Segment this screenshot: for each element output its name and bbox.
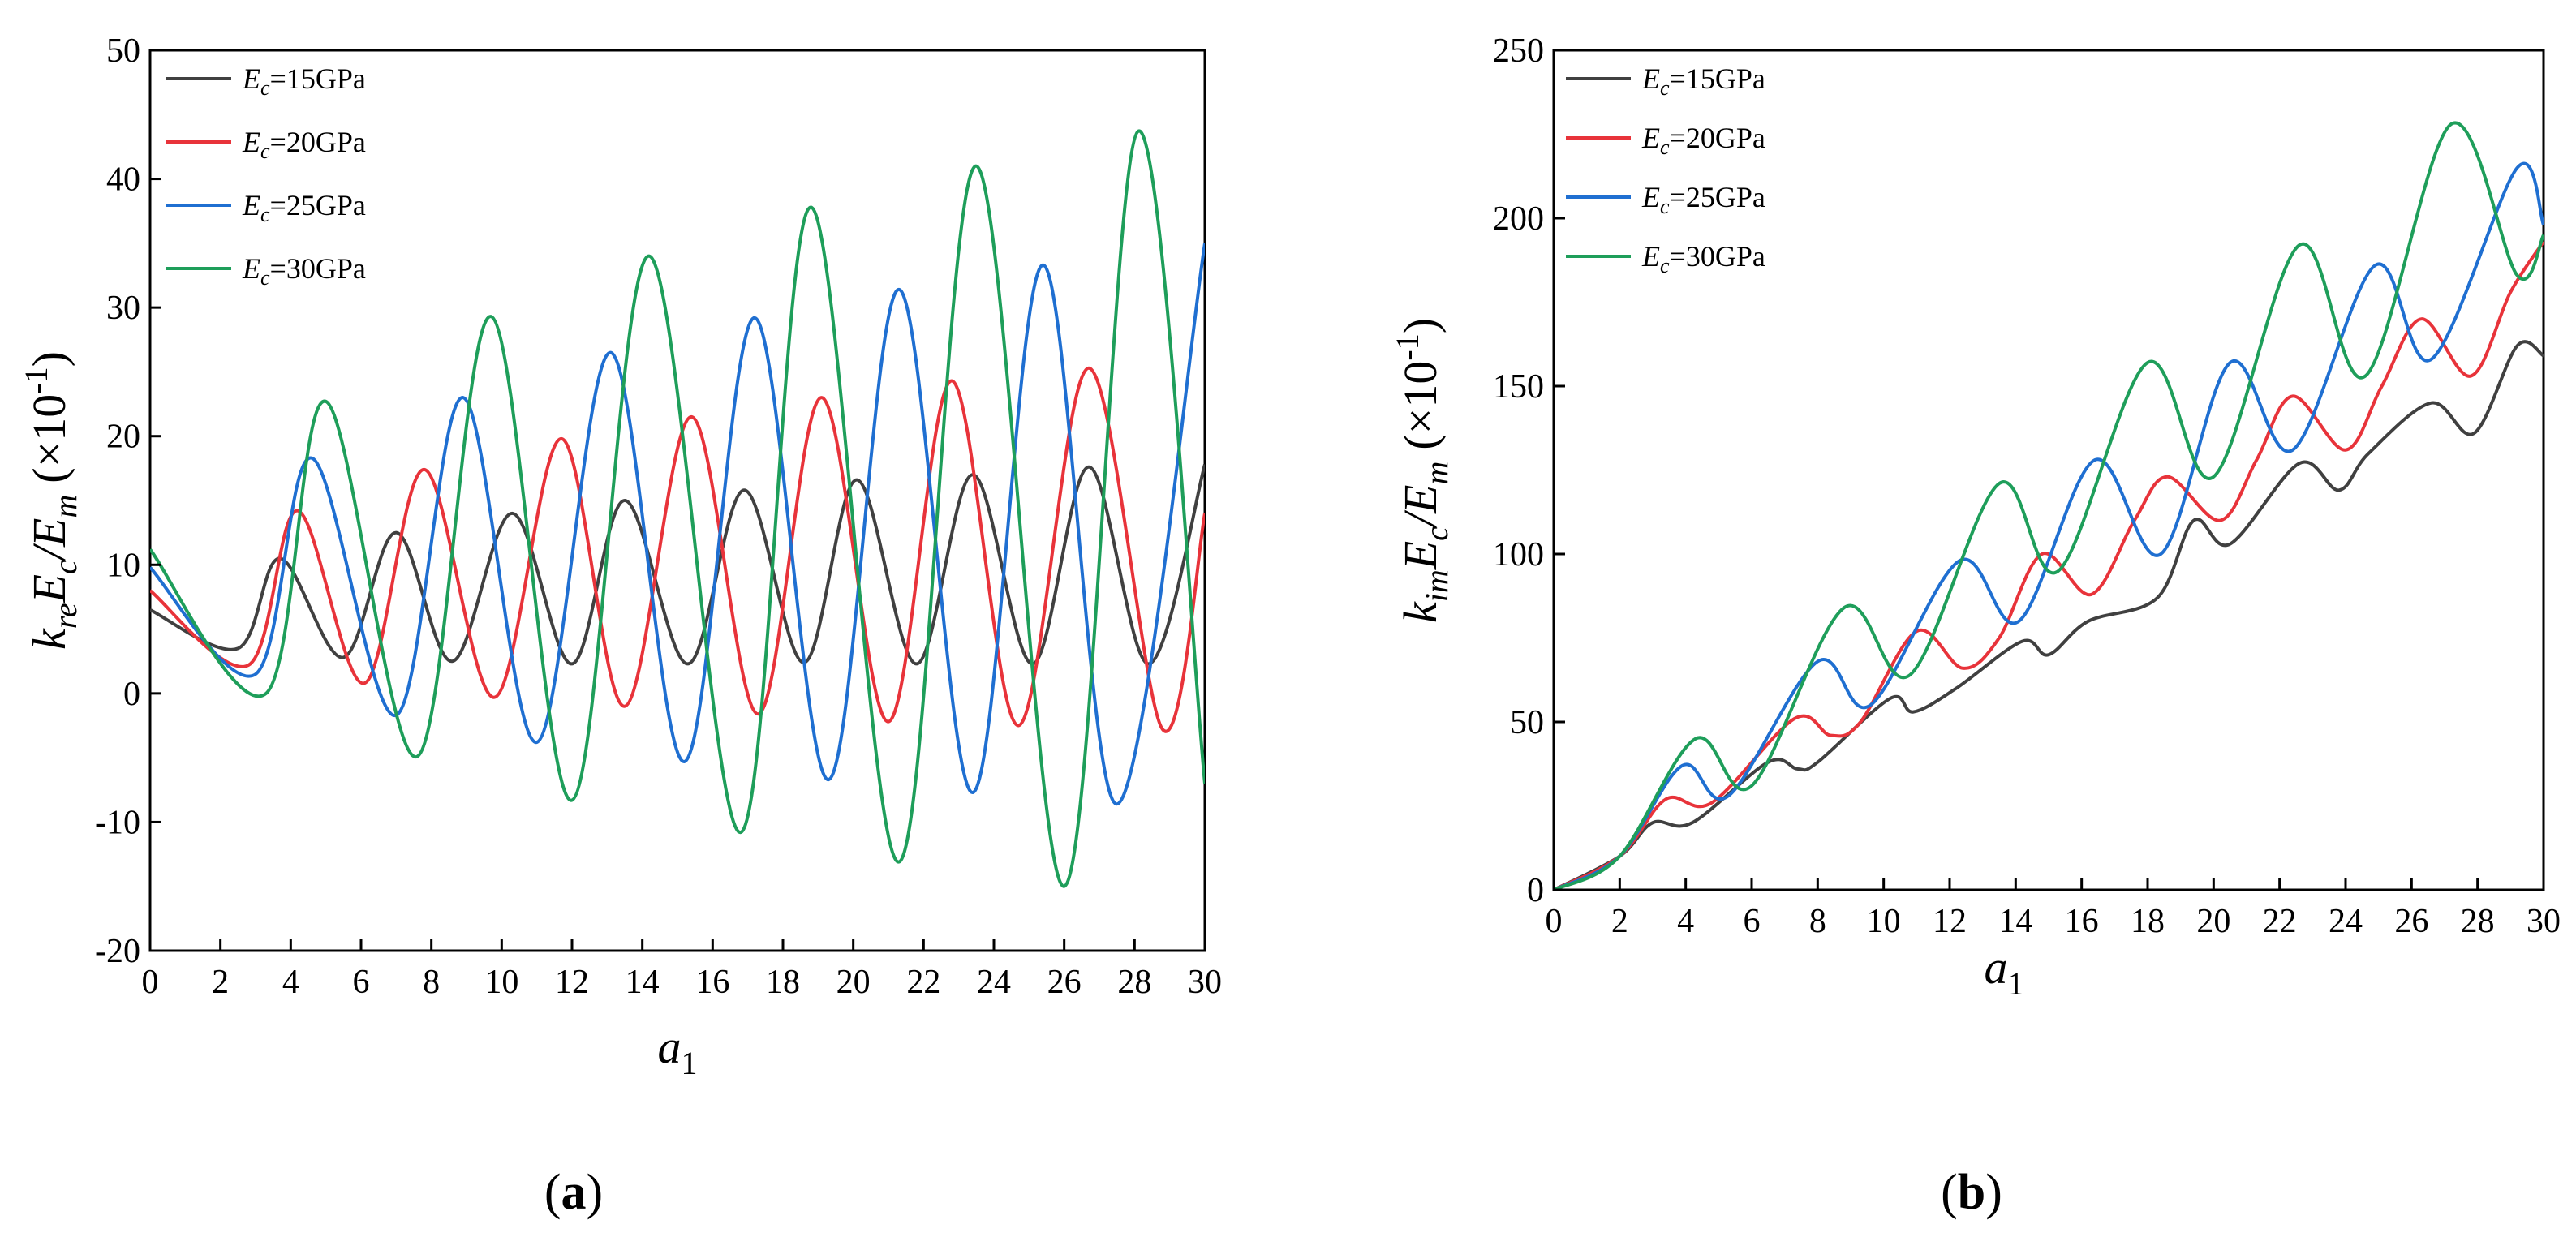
chart-panel-b: 0 2 4 6 8 10 12 14 16 18 20 22 24 26 28 300501001502002… [1389,32,2561,1220]
x-tick-label: 2 [1611,903,1628,940]
x-tick-label: 30 [1188,964,1222,1001]
x-tick-label: 20 [2196,903,2230,940]
legend-entry: Ec=30GPa [242,252,366,290]
x-tick-label: 20 [836,964,871,1001]
series-line-15gpa [1554,340,2544,890]
x-tick-label: 10 [1867,903,1901,940]
x-tick-label: 24 [977,964,1011,1001]
legend-entry: Ec=20GPa [1641,122,1765,159]
y-tick-label: 0 [123,676,140,713]
x-tick-label: 28 [2461,903,2495,940]
y-tick-label: 20 [106,419,140,456]
series-line-20gpa [150,366,1205,733]
series-line-30gpa [1554,121,2544,890]
x-tick-label: 0 [142,964,159,1001]
legend-entry: Ec=25GPa [242,189,366,226]
y-tick-label: 200 [1493,200,1544,238]
y-tick-label: 50 [106,32,140,70]
x-tick-label: 26 [2394,903,2428,940]
x-tick-label: 0 [1546,903,1563,940]
x-tick-label: 28 [1117,964,1151,1001]
legend-entry: Ec=15GPa [242,62,366,100]
series-line-30gpa [150,129,1205,888]
y-tick-label: 40 [106,161,140,199]
y-tick-label: 100 [1493,536,1544,573]
x-tick-label: 14 [626,964,660,1001]
plot-frame-a [148,49,1206,952]
y-tick-label: 150 [1493,368,1544,406]
legend-entry: Ec=15GPa [1641,62,1765,100]
x-tick-label: 22 [906,964,940,1001]
panel-label-b: (b) [1941,1165,2002,1220]
x-tick-label: 4 [1677,903,1694,940]
x-tick-label: 16 [695,964,729,1001]
x-tick-label: 10 [484,964,518,1001]
x-tick-label: 18 [2131,903,2165,940]
y-tick-label: -20 [95,933,140,970]
x-tick-label: 22 [2263,903,2297,940]
series-line-15gpa [150,464,1205,666]
y-tick-label: 250 [1493,32,1544,70]
x-tick-label: 2 [212,964,229,1001]
x-tick-label: 8 [423,964,440,1001]
y-tick-label: 10 [106,547,140,584]
chart-panel-a: 0 2 4 6 8 10 12 14 16 18 20 22 24 26 28 30-20-100102030… [18,32,1222,1220]
y-axis-label-b: kimEc/Em(×10-1) [1389,318,1455,623]
series-line-25gpa [1554,161,2544,890]
plot-frame-b [1552,49,2545,891]
y-tick-label: 50 [1510,704,1544,741]
panel-label-a: (a) [544,1165,603,1220]
legend-entry: Ec=30GPa [1641,240,1765,277]
y-tick-label: 30 [106,290,140,327]
x-tick-label: 18 [766,964,800,1001]
x-tick-label: 14 [1998,903,2032,940]
x-tick-label: 26 [1047,964,1082,1001]
x-axis-label-b: a1 [1985,941,2024,1002]
x-tick-label: 12 [555,964,589,1001]
x-tick-label: 16 [2065,903,2099,940]
y-tick-label: 0 [1527,872,1544,909]
legend-entry: Ec=20GPa [242,126,366,163]
x-tick-label: 8 [1809,903,1826,940]
x-tick-label: 6 [1744,903,1761,940]
x-tick-label: 6 [353,964,370,1001]
series-line-20gpa [1554,240,2544,890]
x-tick-label: 12 [1933,903,1967,940]
y-tick-label: -10 [95,804,140,841]
x-tick-label: 24 [2329,903,2363,940]
x-tick-label: 4 [282,964,299,1001]
x-tick-label: 30 [2527,903,2561,940]
x-axis-label-a: a1 [658,1020,698,1081]
legend-entry: Ec=25GPa [1641,181,1765,218]
y-axis-label-a: kreEc/Em(×10-1) [18,351,84,650]
